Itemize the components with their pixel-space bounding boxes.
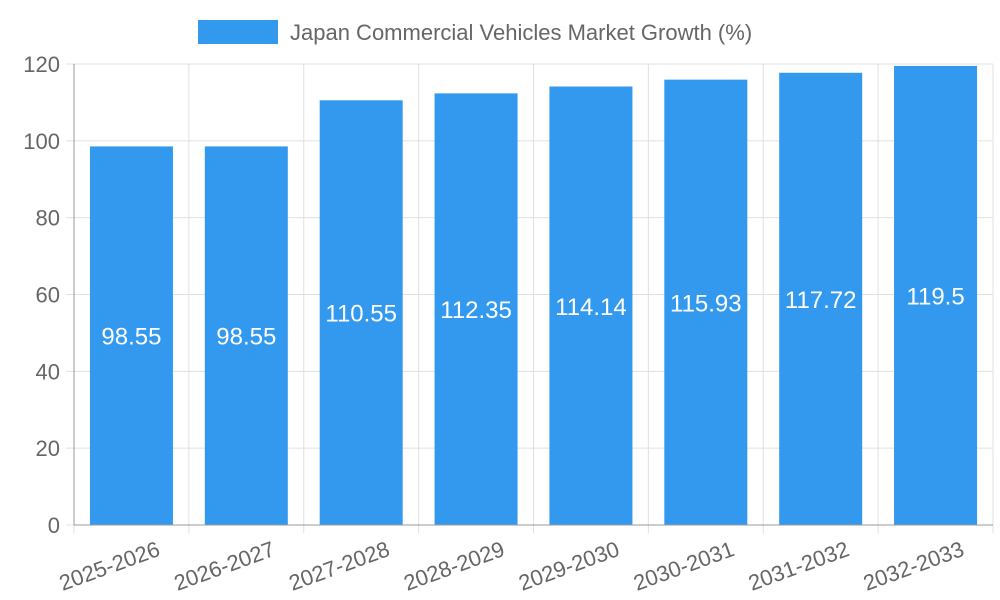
bar[interactable] — [89, 146, 173, 525]
bar[interactable] — [549, 86, 633, 525]
x-tick-label: 2030-2031 — [630, 536, 737, 595]
x-tick-label: 2032-2033 — [860, 536, 967, 595]
bar[interactable] — [664, 79, 748, 525]
y-tick-label: 120 — [23, 52, 60, 77]
x-tick-label: 2029-2030 — [515, 536, 622, 595]
bar[interactable] — [779, 72, 863, 525]
legend-swatch[interactable] — [198, 20, 278, 44]
bar-value-label: 110.55 — [325, 301, 397, 328]
bar[interactable] — [319, 100, 403, 526]
y-tick-label: 60 — [36, 283, 60, 308]
bar[interactable] — [204, 146, 288, 525]
legend[interactable]: Japan Commercial Vehicles Market Growth … — [198, 20, 752, 45]
bar[interactable] — [894, 65, 978, 525]
y-axis: 0 20 40 60 80 100 120 — [23, 52, 75, 538]
x-tick-label: 2027-2028 — [285, 536, 392, 595]
x-tick-label: 2026-2027 — [171, 536, 278, 595]
bars — [89, 65, 978, 526]
x-axis: 2025-2026 2026-2027 2027-2028 2028-2029 2029… — [56, 524, 993, 596]
y-tick-label: 40 — [36, 359, 60, 384]
x-tick-label: 2025-2026 — [56, 536, 163, 595]
y-tick-label: 80 — [36, 206, 60, 231]
bar-value-label: 119.5 — [906, 283, 964, 310]
bar-value-label: 114.14 — [555, 294, 627, 321]
bar-value-label: 112.35 — [440, 297, 512, 324]
y-tick-label: 20 — [36, 436, 60, 461]
bar-value-label: 98.55 — [101, 324, 161, 351]
x-tick-label: 2031-2032 — [745, 536, 852, 595]
bar[interactable] — [434, 93, 518, 526]
bar-value-label: 115.93 — [670, 290, 742, 317]
legend-label[interactable]: Japan Commercial Vehicles Market Growth … — [290, 20, 752, 45]
y-tick-label: 100 — [23, 129, 60, 154]
x-tick-label: 2028-2029 — [400, 536, 507, 595]
data-labels: 98.55 98.55 110.55 112.35 114.14 115.93 117.72… — [101, 283, 964, 350]
bar-value-label: 117.72 — [785, 287, 857, 314]
bar-value-label: 98.55 — [216, 324, 276, 351]
y-tick-label: 0 — [48, 513, 60, 538]
